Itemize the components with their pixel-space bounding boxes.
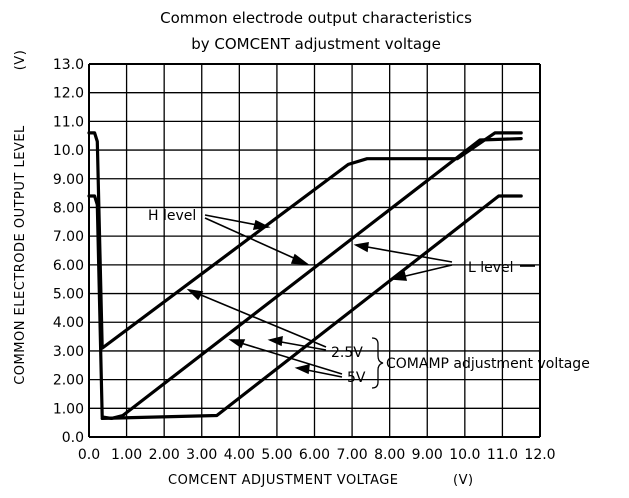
h-level-label: H level xyxy=(148,208,196,224)
y-tick-label: 4.00 xyxy=(53,315,84,331)
grid xyxy=(89,64,540,437)
comamp-2-5v-label: 2.5V xyxy=(331,345,363,361)
x-axis-title: COMCENT ADJUSTMENT VOLTAGE xyxy=(168,473,399,488)
v25-arrowhead-2 xyxy=(270,337,282,345)
y-tick-label: 5.00 xyxy=(53,287,84,303)
l-level-label: L level xyxy=(468,260,514,276)
y-tick-label: 2.00 xyxy=(53,373,84,389)
series-line-3 xyxy=(102,196,521,418)
x-tick-label: 12.0 xyxy=(524,447,555,463)
series-lines xyxy=(89,133,521,419)
comamp-label: COMAMP adjustment voltage xyxy=(386,356,590,372)
y-tick-label: 6.00 xyxy=(53,258,84,274)
x-axis-label: COMCENT ADJUSTMENT VOLTAGE (V) xyxy=(168,473,474,488)
x-tick-label: 1.00 xyxy=(111,447,142,463)
x-tick-label: 6.00 xyxy=(299,447,330,463)
l-level-arrowhead-1 xyxy=(356,243,368,251)
v5-arrowhead-1 xyxy=(231,340,244,347)
x-tick-label: 4.00 xyxy=(224,447,255,463)
x-tick-label: 5.00 xyxy=(261,447,292,463)
y-axis-unit: (V) xyxy=(13,50,28,71)
y-tick-label: 0.0 xyxy=(62,430,84,446)
l-level-arrow-1 xyxy=(356,245,452,262)
x-tick-label: 2.00 xyxy=(149,447,180,463)
y-tick-label: 3.00 xyxy=(53,344,84,360)
y-tick-label: 7.00 xyxy=(53,229,84,245)
y-tick-label: 11.0 xyxy=(53,114,84,130)
y-tick-label: 10.0 xyxy=(53,143,84,159)
x-tick-label: 3.00 xyxy=(186,447,217,463)
x-tick-label: 0.0 xyxy=(78,447,100,463)
x-tick-labels: 0.0 1.00 2.00 3.00 4.00 5.00 6.00 7.00 8.00 9.00 1… xyxy=(78,447,556,463)
x-axis-unit: (V) xyxy=(453,473,474,488)
v5-arrowhead-2 xyxy=(297,365,309,373)
x-tick-label: 8.00 xyxy=(374,447,405,463)
h-level-arrowhead-2 xyxy=(292,255,307,264)
chart-title-line-1: Common electrode output characteristics xyxy=(160,9,472,27)
y-tick-label: 9.00 xyxy=(53,172,84,188)
v25-arrowhead-1 xyxy=(189,290,202,299)
comamp-brace xyxy=(372,338,383,388)
x-tick-label: 11.0 xyxy=(487,447,518,463)
chart-title-line-2: by COMCENT adjustment voltage xyxy=(191,35,441,53)
chart-title: Common electrode output characteristics … xyxy=(160,9,472,53)
v5-arrow-1 xyxy=(231,340,342,374)
x-tick-label: 9.00 xyxy=(412,447,443,463)
comamp-5v-label: 5V xyxy=(347,370,366,386)
y-tick-label: 1.00 xyxy=(53,401,84,417)
y-tick-label: 8.00 xyxy=(53,200,84,216)
x-tick-label: 7.00 xyxy=(336,447,367,463)
y-tick-labels: 0.0 1.00 2.00 3.00 4.00 5.00 6.00 7.00 8.00 9.00 1… xyxy=(53,57,84,446)
y-axis-label: COMMON ELECTRODE OUTPUT LEVEL (V) xyxy=(13,50,28,385)
series-line-2 xyxy=(89,139,521,419)
v25-arrow-1 xyxy=(189,290,326,347)
y-axis-title: COMMON ELECTRODE OUTPUT LEVEL xyxy=(13,125,28,385)
y-tick-label: 13.0 xyxy=(53,57,84,73)
series-line-1 xyxy=(89,133,521,348)
x-tick-label: 10.0 xyxy=(449,447,480,463)
y-tick-label: 12.0 xyxy=(53,86,84,102)
